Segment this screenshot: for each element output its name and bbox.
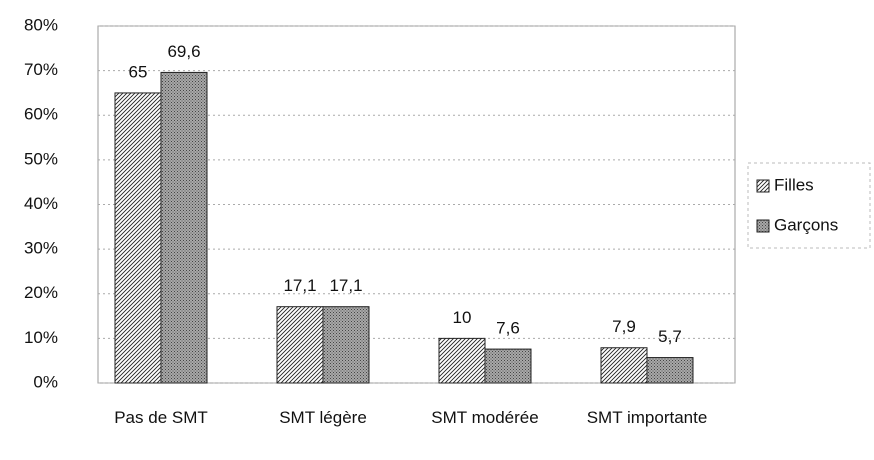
data-label: 17,1 [329,276,362,295]
data-label: 5,7 [658,327,682,346]
y-tick-label: 60% [24,105,58,124]
y-tick-label: 70% [24,60,58,79]
data-label: 10 [453,308,472,327]
legend-box [747,162,871,249]
y-tick-label: 20% [24,283,58,302]
y-tick-label: 0% [33,372,58,391]
legend-swatch [756,179,770,193]
y-tick-label: 30% [24,239,58,258]
data-label: 69,6 [167,42,200,61]
bar [160,71,208,384]
y-tick-label: 40% [24,194,58,213]
data-label: 7,9 [612,317,636,336]
legend-swatch [756,219,770,233]
bar [322,306,370,384]
data-label: 17,1 [283,276,316,295]
y-tick-label: 10% [24,328,58,347]
x-tick-label: SMT modérée [431,408,539,427]
legend-label: Filles [774,175,814,194]
x-tick-label: SMT importante [586,408,708,427]
bar [600,347,648,384]
bar [276,306,324,384]
data-label: 65 [129,62,148,81]
bar [646,357,694,384]
data-label: 7,6 [496,319,520,338]
bar [438,337,486,384]
legend-label: Garçons [774,215,838,234]
x-tick-label: Pas de SMT [114,408,208,427]
bar [484,348,532,384]
bar [114,92,162,384]
y-tick-label: 50% [24,149,58,168]
x-tick-label: SMT légère [279,408,367,427]
y-tick-label: 80% [24,15,58,34]
